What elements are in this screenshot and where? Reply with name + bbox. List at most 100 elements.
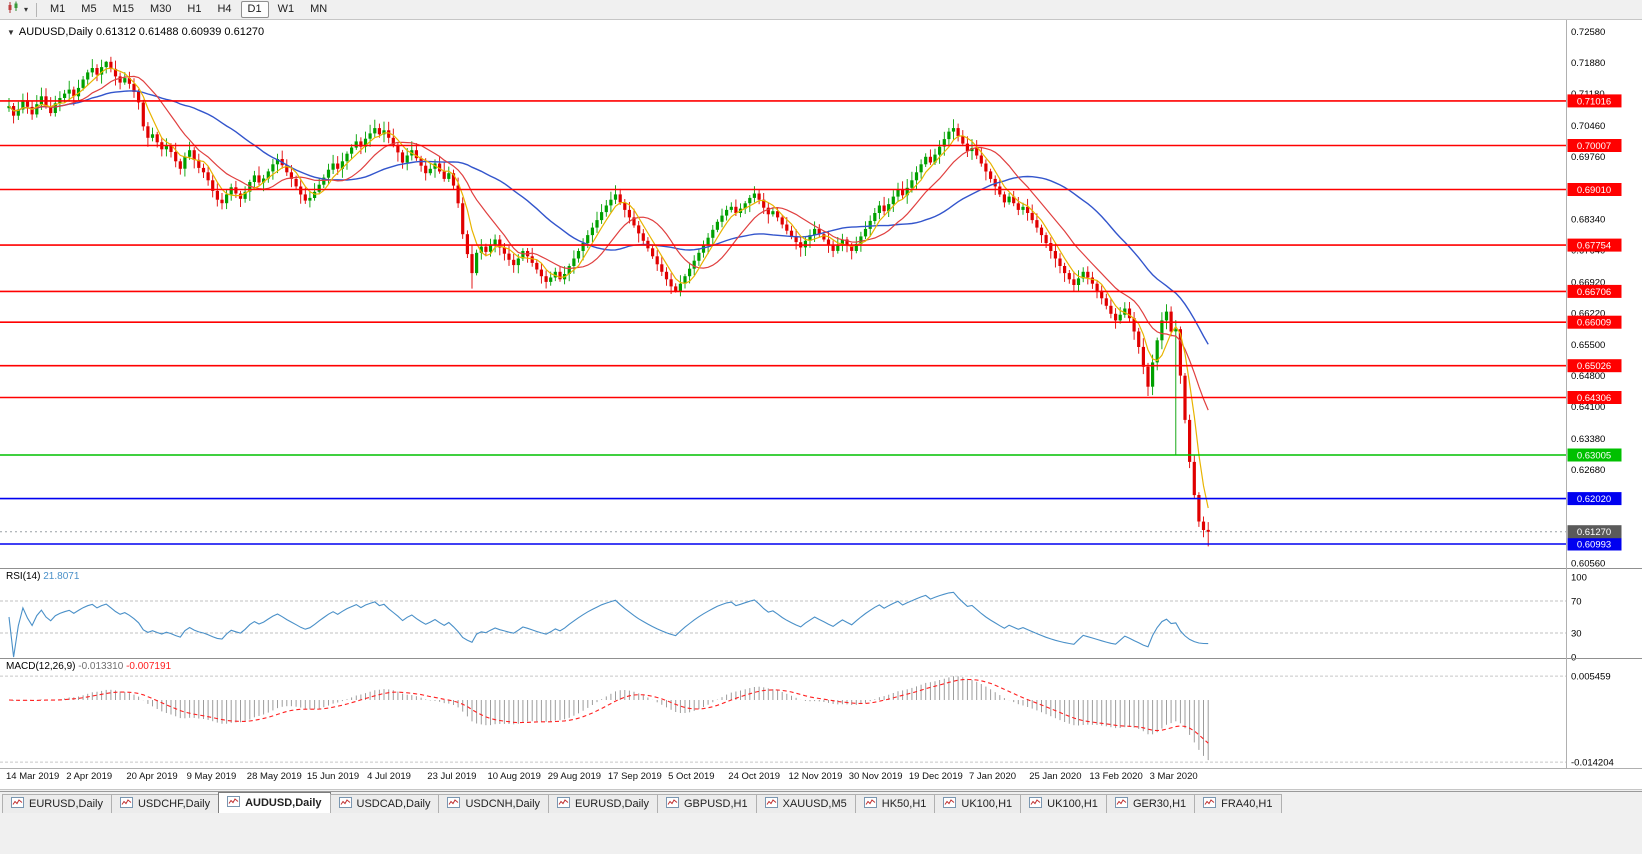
- macd-pane: 0.005459 -0.014204: [0, 672, 1614, 769]
- status-area: [0, 813, 1642, 854]
- timeframe-toolbar: ▾ M1 M5 M15 M30 H1 H4 D1 W1 MN: [0, 0, 1642, 20]
- svg-text:0.70007: 0.70007: [1577, 141, 1611, 152]
- horizontal-line[interactable]: 0.67754: [0, 238, 1622, 252]
- svg-text:15 Jun 2019: 15 Jun 2019: [307, 771, 359, 782]
- chart-tab-label: FRA40,H1: [1221, 798, 1273, 810]
- macd-name: MACD(12,26,9): [6, 661, 76, 672]
- chart-tab-uk100-h1[interactable]: UK100,H1: [1020, 794, 1107, 813]
- chart-tab-ger30-h1[interactable]: GER30,H1: [1105, 794, 1196, 813]
- svg-text:0.64800: 0.64800: [1571, 371, 1605, 382]
- chart-tab-usdchf-daily[interactable]: USDCHF,Daily: [110, 794, 220, 813]
- svg-text:10 Aug 2019: 10 Aug 2019: [488, 771, 541, 782]
- candlestick-chart-icon: [7, 1, 23, 19]
- rsi-indicator-label: RSI(14) 21.8071: [6, 571, 79, 582]
- svg-text:30 Nov 2019: 30 Nov 2019: [849, 771, 903, 782]
- timeframe-button-m30[interactable]: M30: [143, 1, 178, 18]
- svg-text:14 Mar 2019: 14 Mar 2019: [6, 771, 59, 782]
- svg-text:4 Jul 2019: 4 Jul 2019: [367, 771, 411, 782]
- horizontal-line[interactable]: 0.62020: [0, 492, 1622, 506]
- svg-text:0.66706: 0.66706: [1577, 287, 1611, 298]
- svg-text:0.65026: 0.65026: [1577, 361, 1611, 372]
- chart-background: [0, 20, 1642, 790]
- horizontal-line[interactable]: 0.70007: [0, 139, 1622, 152]
- horizontal-line[interactable]: 0.60993: [0, 537, 1622, 551]
- chart-tab-icon: [11, 797, 24, 811]
- chart-tab-usdcad-daily[interactable]: USDCAD,Daily: [329, 794, 440, 813]
- rsi-name: RSI(14): [6, 571, 41, 582]
- svg-text:20 Apr 2019: 20 Apr 2019: [126, 771, 177, 782]
- price-label: [1567, 391, 1622, 404]
- svg-text:0.64306: 0.64306: [1577, 393, 1611, 404]
- price-label: [1567, 492, 1622, 506]
- chart-tab-eurusd-daily[interactable]: EURUSD,Daily: [2, 794, 112, 813]
- chart-tab-uk100-h1[interactable]: UK100,H1: [934, 794, 1022, 813]
- ma-slow-line: [8, 90, 1209, 345]
- current-price-marker: 0.61270: [0, 525, 1622, 539]
- svg-text:12 Nov 2019: 12 Nov 2019: [789, 771, 843, 782]
- chart-tab-icon: [943, 797, 957, 811]
- horizontal-line[interactable]: 0.66706: [0, 284, 1622, 298]
- chart-tab-label: USDCNH,Daily: [465, 798, 541, 810]
- svg-text:29 Aug 2019: 29 Aug 2019: [548, 771, 601, 782]
- timeframe-button-m5[interactable]: M5: [74, 1, 103, 18]
- svg-text:0.63005: 0.63005: [1577, 451, 1611, 462]
- svg-text:0.69760: 0.69760: [1571, 152, 1605, 163]
- chart-tab-gbpusd-h1[interactable]: GBPUSD,H1: [657, 794, 757, 813]
- chart-tab-hk50-h1[interactable]: HK50,H1: [854, 794, 936, 813]
- time-axis[interactable]: 14 Mar 2019 2 Apr 2019 20 Apr 2019 9 May 20…: [6, 771, 1198, 782]
- chart-tab-icon: [863, 797, 877, 811]
- svg-text:5 Oct 2019: 5 Oct 2019: [668, 771, 714, 782]
- svg-text:24 Oct 2019: 24 Oct 2019: [728, 771, 780, 782]
- chart-ohlc-values: 0.61312 0.61488 0.60939 0.61270: [95, 26, 265, 38]
- chart-tab-label: EURUSD,Daily: [29, 798, 103, 810]
- chart-tab-label: UK100,H1: [1047, 798, 1098, 810]
- price-label: [1567, 238, 1622, 252]
- current-price-label: [1567, 525, 1622, 539]
- svg-text:2 Apr 2019: 2 Apr 2019: [66, 771, 112, 782]
- chart-tabs-bar: EURUSD,Daily USDCHF,Daily AUDUSD,Daily USDC…: [0, 791, 1642, 813]
- chart-tab-fra40-h1[interactable]: FRA40,H1: [1194, 794, 1282, 813]
- timeframe-button-h1[interactable]: H1: [180, 1, 208, 18]
- chart-tab-label: GER30,H1: [1132, 798, 1187, 810]
- chart-tab-label: USDCHF,Daily: [137, 798, 211, 810]
- macd-indicator-label: MACD(12,26,9) -0.013310 -0.007191: [6, 661, 171, 672]
- svg-text:0.69010: 0.69010: [1577, 185, 1611, 196]
- chart-tab-audusd-daily[interactable]: AUDUSD,Daily: [218, 792, 331, 813]
- timeframe-button-w1[interactable]: W1: [271, 1, 302, 18]
- timeframe-button-m15[interactable]: M15: [106, 1, 141, 18]
- chart-tab-label: USDCAD,Daily: [356, 798, 431, 810]
- price-chart[interactable]: 0.725800.718800.711800.704600.697600.690…: [0, 0, 1642, 790]
- chart-tab-label: GBPUSD,H1: [684, 798, 748, 810]
- price-label: [1567, 315, 1622, 329]
- collapse-panel-icon[interactable]: ▼: [7, 28, 15, 37]
- timeframe-button-h4[interactable]: H4: [210, 1, 238, 18]
- chart-tab-label: AUDUSD,Daily: [245, 797, 322, 809]
- timeframe-button-mn[interactable]: MN: [303, 1, 334, 18]
- chart-tab-usdcnh-daily[interactable]: USDCNH,Daily: [438, 794, 550, 813]
- svg-text:0.60560: 0.60560: [1571, 559, 1605, 570]
- horizontal-line[interactable]: 0.63005: [0, 448, 1622, 462]
- timeframe-button-m1[interactable]: M1: [43, 1, 72, 18]
- horizontal-line[interactable]: 0.69010: [0, 183, 1622, 196]
- svg-text:0.64100: 0.64100: [1571, 402, 1605, 413]
- svg-text:0.66220: 0.66220: [1571, 308, 1605, 319]
- svg-text:0.66920: 0.66920: [1571, 277, 1605, 288]
- svg-text:25 Jan 2020: 25 Jan 2020: [1029, 771, 1081, 782]
- timeframe-button-d1[interactable]: D1: [240, 1, 269, 18]
- svg-text:0.63380: 0.63380: [1571, 434, 1605, 445]
- svg-text:0.62020: 0.62020: [1577, 494, 1611, 505]
- svg-text:0.70460: 0.70460: [1571, 121, 1605, 132]
- chart-tab-eurusd-daily[interactable]: EURUSD,Daily: [548, 794, 658, 813]
- svg-text:100: 100: [1571, 573, 1587, 584]
- svg-text:3 Mar 2020: 3 Mar 2020: [1150, 771, 1198, 782]
- chart-type-button[interactable]: ▾: [4, 1, 31, 19]
- chart-tab-icon: [227, 796, 241, 810]
- svg-text:0.005459: 0.005459: [1571, 672, 1611, 683]
- macd-main-value: -0.013310: [78, 661, 124, 672]
- chart-tab-xauusd-m5[interactable]: XAUUSD,M5: [755, 794, 856, 813]
- horizontal-line[interactable]: 0.65026: [0, 359, 1622, 373]
- horizontal-line[interactable]: 0.71016: [0, 94, 1622, 108]
- horizontal-line[interactable]: 0.64306: [0, 391, 1622, 404]
- horizontal-line[interactable]: 0.66009: [0, 315, 1622, 329]
- svg-text:9 May 2019: 9 May 2019: [187, 771, 237, 782]
